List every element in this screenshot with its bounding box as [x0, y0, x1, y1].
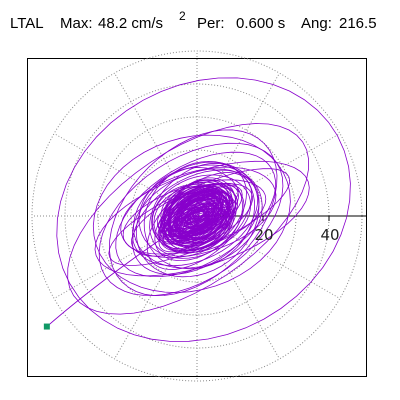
orbit-loop-87: [191, 210, 207, 224]
orbit-loop-120: [122, 179, 267, 255]
trace-tail: [46, 215, 198, 327]
orbit-loop-117: [98, 142, 284, 296]
orbit-loop-118: [120, 166, 277, 258]
orbit-loop-113: [154, 182, 245, 262]
orbit-loop-106: [157, 182, 239, 243]
tick-labels: 20 40: [254, 226, 339, 244]
orbit-loop-90: [185, 202, 214, 230]
period-label: Per:: [197, 15, 225, 32]
orbit-loop-107: [146, 172, 253, 270]
angle-label: Ang:: [301, 15, 332, 32]
marker-layer: [43, 323, 50, 330]
orbit-loop-101: [161, 197, 228, 231]
grid-spoke-120: [114, 72, 181, 188]
orbit-loop-92: [169, 190, 220, 232]
max-label: Max:: [60, 15, 93, 32]
orbit-loop-121: [115, 151, 276, 278]
orbit-loop-124: [92, 134, 291, 294]
station-code: LTAL: [10, 15, 44, 32]
orbit-loop-114: [143, 160, 256, 270]
orbit-loop-110: [135, 161, 260, 278]
angle-value: 216.5: [339, 15, 377, 32]
plot-header: LTAL Max: 48.2 cm/s 2 Per: 0.600 s Ang: …: [0, 0, 400, 50]
grid-spoke-210: [53, 232, 169, 299]
orbit-loop-91: [168, 179, 233, 241]
orbit-loop-125: [94, 160, 310, 277]
orbit-loop-112: [138, 167, 243, 259]
x-tick-label-20: 20: [254, 226, 273, 244]
grid-spoke-60: [213, 72, 280, 188]
orbit-loop-104: [167, 198, 226, 244]
plot-frame: [27, 58, 367, 377]
orbit-loop-119: [108, 168, 291, 266]
motion-trace: [46, 77, 351, 342]
max-unit-exponent: 2: [179, 9, 186, 23]
start-marker: [43, 323, 50, 330]
orbit-loop-108: [149, 162, 247, 257]
orbit-loop-123: [67, 123, 310, 315]
grid-spoke-300: [213, 244, 280, 360]
orbit-loop-93: [189, 205, 213, 227]
grid-spoke-240: [114, 244, 181, 360]
period-value: 0.600 s: [236, 15, 286, 32]
max-value: 48.2 cm/s: [98, 15, 164, 32]
orbit-loop-111: [151, 174, 252, 253]
orbit-loop-96: [133, 164, 263, 269]
orbit-loop-80: [176, 191, 230, 234]
x-tick-label-40: 40: [320, 226, 339, 244]
orbit-loop-122: [56, 77, 351, 342]
orbit-loop-102: [131, 168, 259, 267]
grid-spoke-150: [53, 133, 169, 200]
